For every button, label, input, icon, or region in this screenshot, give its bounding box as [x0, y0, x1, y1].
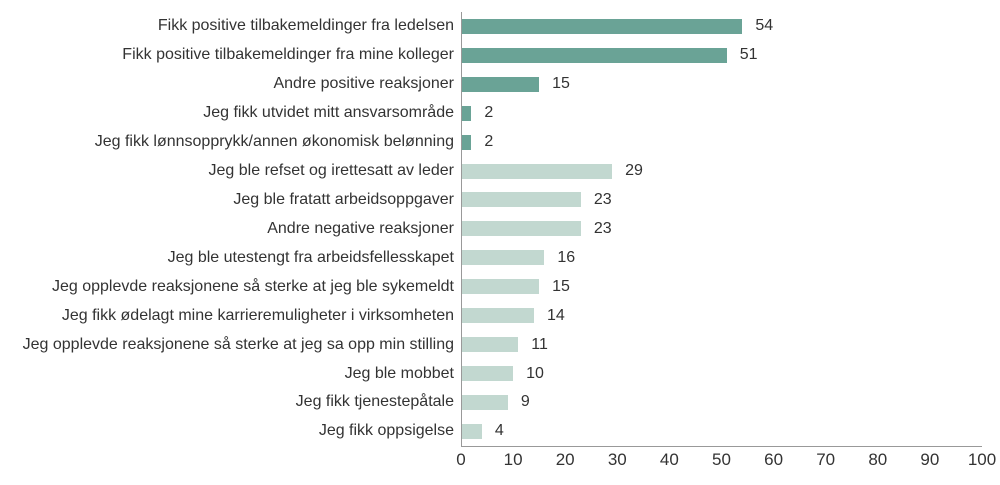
x-axis-tick-label: 20 [555, 450, 575, 469]
chart-rows: Fikk positive tilbakemeldinger fra ledel… [0, 12, 982, 446]
chart-row: Fikk positive tilbakemeldinger fra ledel… [0, 12, 982, 41]
bar [461, 250, 545, 266]
x-axis-tick-label: 40 [659, 450, 679, 469]
value-label: 10 [526, 364, 544, 382]
category-label: Jeg ble fratatt arbeidsoppgaver [233, 190, 454, 208]
bar [461, 76, 540, 92]
bar [461, 221, 581, 237]
bar [461, 47, 727, 63]
bar-cell: 14 [461, 301, 982, 330]
chart-row: Jeg fikk utvidet mitt ansvarsområde 2 [0, 99, 982, 128]
chart-row: Jeg opplevde reaksjonene så sterke at je… [0, 272, 982, 301]
value-label: 4 [494, 422, 504, 440]
bar-cell: 11 [461, 330, 982, 359]
x-axis-tick-label: 30 [607, 450, 627, 469]
bar-cell: 51 [461, 41, 982, 70]
category-label: Jeg opplevde reaksjonene så sterke at je… [51, 277, 454, 295]
bar [461, 163, 613, 179]
bar-cell: 10 [461, 359, 982, 388]
chart-row: Jeg fikk lønnsopprykk/annen økonomisk be… [0, 128, 982, 157]
x-axis-tick-label: 80 [868, 450, 888, 469]
chart-row: Jeg fikk tjenestepåtale 9 [0, 388, 982, 417]
value-label: 29 [625, 162, 643, 180]
chart-row: Jeg opplevde reaksjonene så sterke at je… [0, 330, 982, 359]
chart-row: Fikk positive tilbakemeldinger fra mine … [0, 41, 982, 70]
value-label: 9 [520, 393, 530, 411]
bar [461, 192, 581, 208]
chart-row: Jeg fikk oppsigelse 4 [0, 417, 982, 446]
category-label: Jeg ble refset og irettesatt av leder [208, 162, 454, 180]
category-label: Jeg fikk ødelagt mine karrieremuligheter… [61, 306, 454, 324]
bar-cell: 4 [461, 417, 982, 446]
value-label: 15 [552, 75, 570, 93]
bar-cell: 29 [461, 157, 982, 186]
x-axis-tick-label: 10 [503, 450, 523, 469]
value-label: 23 [593, 219, 612, 237]
chart-row: Jeg fikk ødelagt mine karrieremuligheter… [0, 301, 982, 330]
bar [461, 18, 743, 34]
category-label: Jeg ble mobbet [344, 364, 454, 382]
category-label: Jeg fikk lønnsopprykk/annen økonomisk be… [94, 133, 454, 151]
category-label: Jeg opplevde reaksjonene så sterke at je… [22, 335, 454, 353]
bar [461, 394, 508, 410]
x-axis-tick-label: 50 [712, 450, 731, 469]
bar-cell: 23 [461, 186, 982, 215]
x-axis-tick-label: 0 [456, 450, 466, 469]
bar-cell: 15 [461, 70, 982, 99]
chart-row: Jeg ble fratatt arbeidsoppgaver 23 [0, 186, 982, 215]
bar-cell: 2 [461, 128, 982, 157]
value-label: 51 [739, 46, 758, 64]
bar [461, 366, 514, 382]
value-label: 54 [755, 17, 774, 35]
chart-row: Andre positive reaksjoner 15 [0, 70, 982, 99]
bar [461, 423, 482, 439]
category-label: Jeg fikk oppsigelse [318, 422, 454, 440]
bar [461, 308, 534, 324]
category-label: Fikk positive tilbakemeldinger fra mine … [122, 46, 454, 64]
y-axis-line [461, 12, 462, 446]
category-label: Jeg fikk tjenestepåtale [295, 393, 454, 411]
category-label: Andre negative reaksjoner [267, 219, 454, 237]
value-label: 2 [484, 133, 494, 151]
category-label: Jeg fikk utvidet mitt ansvarsområde [203, 104, 454, 122]
bar [461, 279, 540, 295]
x-axis-tick-label: 70 [816, 450, 836, 469]
bar [461, 105, 472, 121]
chart-row: Jeg ble mobbet 10 [0, 359, 982, 388]
chart-row: Jeg ble refset og irettesatt av leder 29 [0, 157, 982, 186]
bar-cell: 16 [461, 243, 982, 272]
x-axis-tick-label: 60 [764, 450, 784, 469]
x-axis-line [461, 446, 982, 447]
bar [461, 337, 519, 353]
value-label: 15 [552, 277, 570, 295]
bar-cell: 54 [461, 12, 982, 41]
value-label: 16 [557, 248, 576, 266]
category-label: Fikk positive tilbakemeldinger fra ledel… [157, 17, 454, 35]
x-axis-tick-labels: 0 10 20 30 40 50 60 70 80 90 100 [456, 450, 996, 474]
x-axis-tick-label: 90 [920, 450, 940, 469]
bar-cell: 9 [461, 388, 982, 417]
bar [461, 134, 472, 150]
value-label: 14 [546, 306, 565, 324]
bar-cell: 2 [461, 99, 982, 128]
bar-cell: 23 [461, 214, 982, 243]
category-label: Andre positive reaksjoner [273, 75, 454, 93]
category-label: Jeg ble utestengt fra arbeidsfellesskape… [167, 248, 454, 266]
value-label: 2 [484, 104, 494, 122]
value-label: 23 [593, 190, 612, 208]
bar-cell: 15 [461, 272, 982, 301]
chart-row: Andre negative reaksjoner 23 [0, 214, 982, 243]
x-axis-tick-label: 100 [967, 450, 997, 469]
value-label: 11 [531, 335, 548, 353]
chart-row: Jeg ble utestengt fra arbeidsfellesskape… [0, 243, 982, 272]
